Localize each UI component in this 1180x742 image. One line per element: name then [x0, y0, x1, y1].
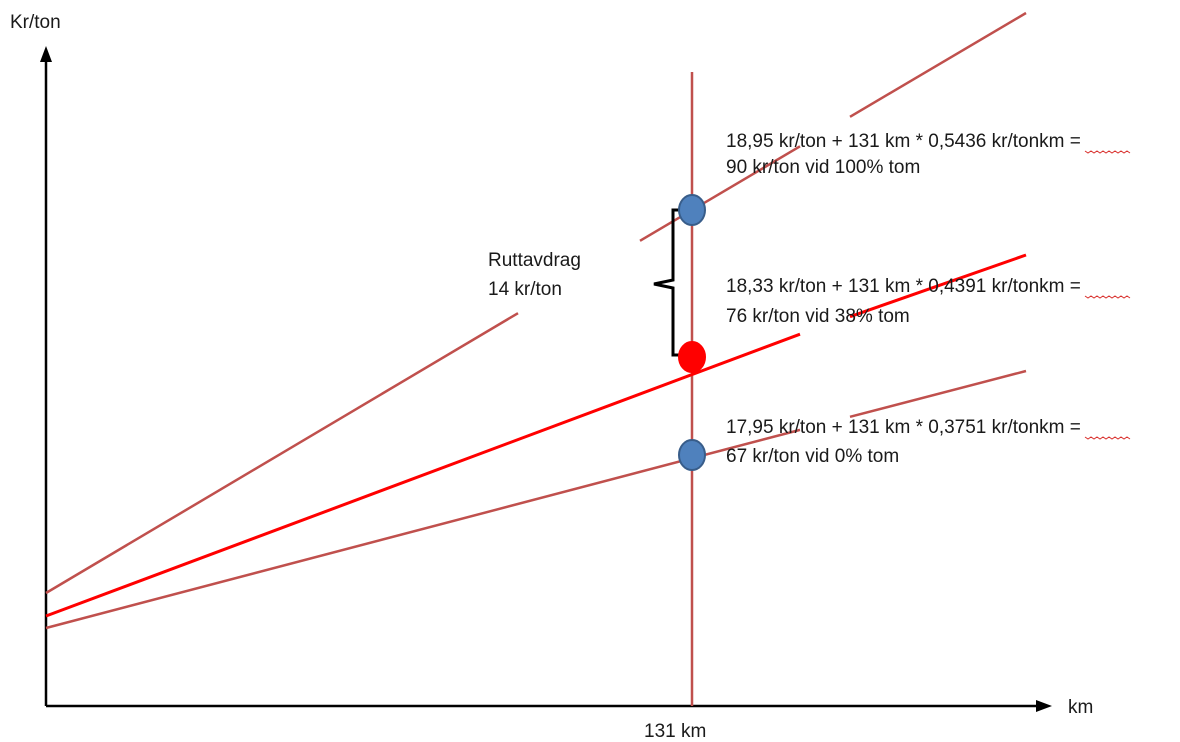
cost-line-segment [849, 11, 1027, 118]
y-axis-label: Kr/ton [10, 12, 61, 33]
annotation-top-line1: 18,95 kr/ton + 131 km * 0,5436 kr/tonkm … [726, 131, 1081, 152]
cost-line-segment [45, 332, 801, 618]
cost-lines [45, 11, 1027, 630]
x-axis-label: km [1068, 697, 1093, 718]
spellcheck-underline [1084, 295, 1131, 299]
annotation-bottom-line1: 17,95 kr/ton + 131 km * 0,3751 kr/tonkm … [726, 417, 1081, 438]
data-points [678, 194, 706, 471]
annotation-middle-line1: 18,33 kr/ton + 131 km * 0,4391 kr/tonkm … [726, 276, 1081, 297]
ruttavdrag-brace [653, 208, 690, 357]
marker-red-point [678, 341, 706, 373]
marker-bottom-point [678, 439, 706, 471]
cost-line-segment [45, 428, 801, 630]
marker-top-point [678, 194, 706, 226]
brace-label-line1: Ruttavdrag [488, 250, 581, 271]
annotation-top-line2: 90 kr/ton vid 100% tom [726, 157, 920, 178]
y-axis-arrow-icon [40, 46, 52, 62]
cost-line-segment [639, 145, 801, 242]
cost-line-segment [849, 253, 1027, 319]
spellcheck-underline [1084, 150, 1131, 154]
annotation-middle-line2: 76 kr/ton vid 38% tom [726, 306, 910, 327]
x-marker-label: 131 km [644, 721, 706, 742]
cost-line-segment [849, 369, 1027, 419]
brace-label-line2: 14 kr/ton [488, 279, 562, 300]
x-axis-arrow-icon [1036, 700, 1052, 712]
cost-line-segment [45, 312, 519, 595]
spellcheck-underline [1084, 436, 1131, 440]
annotation-bottom-line2: 67 kr/ton vid 0% tom [726, 446, 899, 467]
